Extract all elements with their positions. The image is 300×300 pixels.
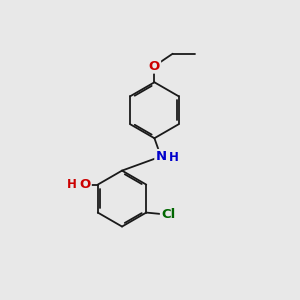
Text: O: O bbox=[80, 178, 91, 190]
Text: Cl: Cl bbox=[161, 208, 175, 220]
Text: O: O bbox=[149, 60, 160, 73]
Text: H: H bbox=[169, 152, 179, 164]
Text: N: N bbox=[155, 150, 167, 163]
Text: H: H bbox=[66, 178, 76, 190]
